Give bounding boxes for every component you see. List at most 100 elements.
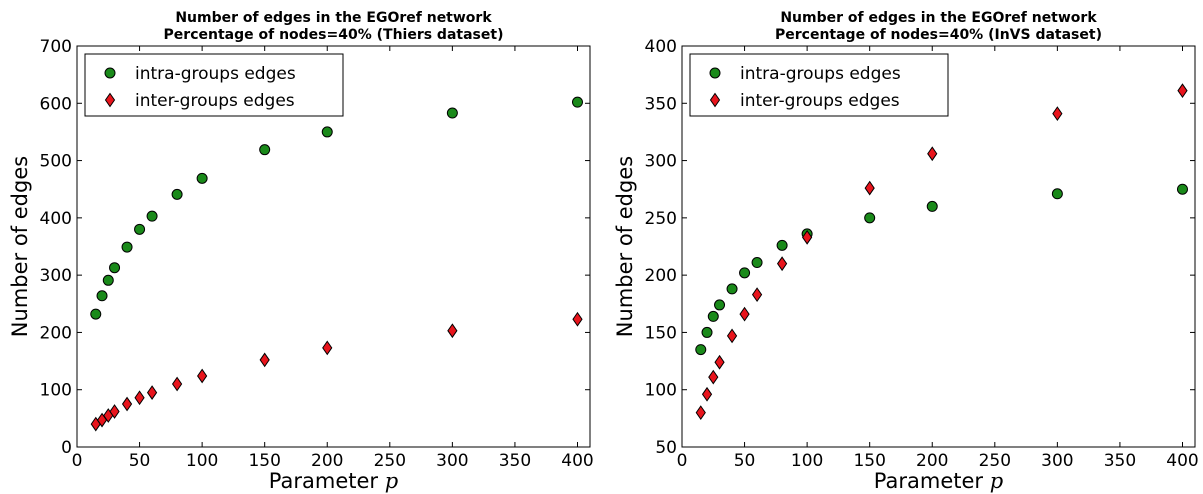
data-point-circle <box>196 172 208 184</box>
x-tick-label: 150 <box>853 451 885 471</box>
data-point-diamond <box>322 340 333 356</box>
chart-panel-2: Number of edges in the EGOref networkPer… <box>613 10 1199 493</box>
y-tick-label: 700 <box>40 37 72 57</box>
y-tick-label: 100 <box>645 381 677 401</box>
data-point-diamond <box>714 354 725 370</box>
y-tick-label: 500 <box>40 152 72 172</box>
x-tick-label: 100 <box>791 451 823 471</box>
legend-marker-diamond <box>104 92 116 108</box>
data-point-diamond <box>701 386 713 402</box>
data-point-circle <box>701 326 713 338</box>
legend-box <box>689 53 949 117</box>
chart-subtitle: Percentage of nodes=40% (Thiers dataset) <box>164 27 504 43</box>
data-point-diamond <box>927 146 938 162</box>
x-tick-label: 200 <box>311 451 343 471</box>
data-point-circle <box>134 223 146 235</box>
legend-marker-circle <box>709 67 721 79</box>
y-axis-label: Number of edges <box>613 156 637 337</box>
x-axis-label: Parameter p <box>269 469 398 493</box>
data-point-circle <box>102 274 114 286</box>
x-axis-label-text: Parameter <box>874 469 984 493</box>
data-point-diamond <box>708 369 719 385</box>
data-point-circle <box>109 262 121 274</box>
series-1 <box>695 183 1188 356</box>
y-tick-label: 50 <box>655 438 677 458</box>
x-tick-label: 300 <box>436 451 468 471</box>
data-point-diamond <box>864 180 875 196</box>
y-tick-label: 0 <box>61 438 72 458</box>
legend-box <box>84 53 344 117</box>
x-axis-label-text: Parameter <box>269 469 379 493</box>
data-point-diamond <box>197 368 208 384</box>
data-point-diamond <box>1177 83 1188 99</box>
y-tick-label: 300 <box>40 266 72 286</box>
x-axis-label-variable: p <box>378 469 398 493</box>
legend-label: intra-groups edges <box>135 64 296 84</box>
legend: intra-groups edges inter-groups edges <box>84 53 344 117</box>
y-axis-label: Number of edges <box>8 156 32 337</box>
data-point-diamond <box>751 287 763 302</box>
plot-area <box>681 45 1196 448</box>
legend-marker-diamond <box>709 92 721 108</box>
data-point-circle <box>695 344 707 356</box>
data-point-diamond <box>739 306 750 322</box>
x-tick-label: 200 <box>916 451 948 471</box>
series-2 <box>695 83 1188 421</box>
y-tick-label: 400 <box>645 37 677 57</box>
data-point-circle <box>739 267 751 279</box>
data-point-circle <box>707 310 719 322</box>
legend-label: inter-groups edges <box>740 91 900 111</box>
x-tick-label: 400 <box>1166 451 1198 471</box>
chart-subtitle: Percentage of nodes=40% (InVS dataset) <box>775 27 1102 43</box>
data-point-diamond <box>171 376 183 392</box>
data-point-diamond <box>802 229 813 245</box>
data-point-diamond <box>695 405 706 421</box>
chart-title: Number of edges in the EGOref network <box>780 10 1097 26</box>
data-point-circle <box>926 200 938 212</box>
plot-area <box>76 45 591 448</box>
data-point-circle <box>1051 188 1063 200</box>
x-tick-label: 350 <box>499 451 531 471</box>
x-tick-label: 0 <box>677 451 688 471</box>
data-point-diamond <box>146 385 158 400</box>
data-point-diamond <box>572 311 583 327</box>
data-point-circle <box>751 257 763 269</box>
chart-panel-1: Number of edges in the EGOref networkPer… <box>8 10 594 493</box>
data-point-circle <box>776 239 788 251</box>
x-tick-label: 250 <box>979 451 1011 471</box>
x-tick-label: 150 <box>248 451 280 471</box>
y-tick-label: 250 <box>645 209 677 229</box>
legend-label: intra-groups edges <box>740 64 901 84</box>
data-point-circle <box>446 107 458 119</box>
data-point-circle <box>864 212 876 224</box>
data-point-circle <box>96 290 108 302</box>
x-tick-label: 50 <box>129 451 151 471</box>
y-tick-label: 350 <box>645 94 677 114</box>
y-tick-label: 200 <box>40 323 72 343</box>
data-point-circle <box>726 283 738 295</box>
y-tick-label: 150 <box>645 323 677 343</box>
series-2 <box>90 311 583 432</box>
data-point-circle <box>171 188 183 200</box>
data-point-circle <box>90 308 102 320</box>
data-point-circle <box>121 241 133 253</box>
y-tick-label: 300 <box>645 152 677 172</box>
x-axis-label-variable: p <box>983 469 1003 493</box>
data-point-diamond <box>121 396 133 412</box>
x-tick-label: 50 <box>734 451 756 471</box>
data-point-diamond <box>134 390 145 406</box>
y-tick-label: 200 <box>645 266 677 286</box>
data-point-circle <box>321 126 333 138</box>
chart-title: Number of edges in the EGOref network <box>175 10 492 26</box>
x-tick-label: 350 <box>1104 451 1136 471</box>
x-tick-label: 300 <box>1041 451 1073 471</box>
data-point-diamond <box>447 323 458 339</box>
x-axis-label: Parameter p <box>874 469 1003 493</box>
legend: intra-groups edges inter-groups edges <box>689 53 949 117</box>
series-1 <box>90 96 583 320</box>
data-point-circle <box>259 144 271 156</box>
data-point-circle <box>146 210 158 222</box>
data-point-diamond <box>776 256 788 272</box>
data-point-diamond <box>259 352 270 368</box>
